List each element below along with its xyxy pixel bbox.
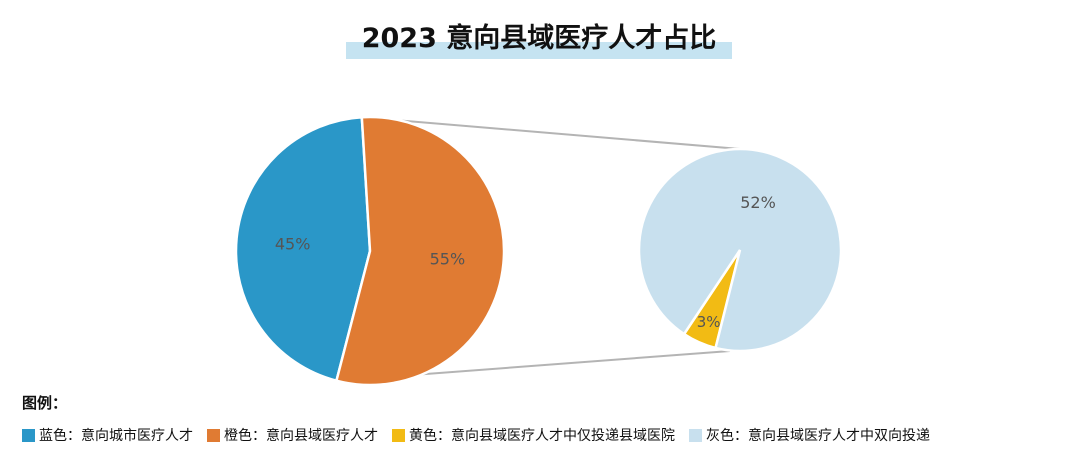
legend-item-blue: 蓝色：意向城市医疗人才 <box>22 425 193 445</box>
sub-pie-slice-gray <box>637 147 843 353</box>
legend: 蓝色：意向城市医疗人才 橙色：意向县域医疗人才 黄色：意向县域医疗人才中仅投递县… <box>22 425 944 445</box>
main-pie-label-blue: 45% <box>275 235 311 254</box>
legend-swatch-blue <box>22 428 35 442</box>
legend-item-gray: 灰色：意向县域医疗人才中双向投递 <box>689 425 930 445</box>
main-pie-slice-blue <box>234 115 372 383</box>
legend-swatch-yellow <box>392 428 405 442</box>
legend-heading: 图例： <box>22 394 68 412</box>
main-pie-label-orange: 55% <box>430 249 466 268</box>
legend-item-orange: 橙色：意向县域医疗人才 <box>207 425 378 445</box>
legend-item-yellow: 黄色：意向县域医疗人才中仅投递县域医院 <box>392 425 675 445</box>
legend-swatch-orange <box>207 428 220 442</box>
legend-label-yellow: 黄色：意向县域医疗人才中仅投递县域医院 <box>409 428 675 444</box>
sub-pie-label-gray: 52% <box>740 193 776 212</box>
legend-label-gray: 灰色：意向县域医疗人才中双向投递 <box>706 428 930 444</box>
legend-swatch-gray <box>689 428 702 442</box>
sub-pie-label-yellow: 3% <box>697 313 721 331</box>
legend-label-orange: 橙色：意向县域医疗人才 <box>224 428 378 444</box>
legend-label-blue: 蓝色：意向城市医疗人才 <box>39 428 193 444</box>
chart-title: 2023 意向县域医疗人才占比 <box>361 23 717 54</box>
chart-title-area: 2023 意向县域医疗人才占比 <box>346 20 732 60</box>
title-highlight-bar <box>346 42 732 59</box>
connector-line-top <box>361 116 741 150</box>
main-pie-slice-orange <box>334 115 506 387</box>
